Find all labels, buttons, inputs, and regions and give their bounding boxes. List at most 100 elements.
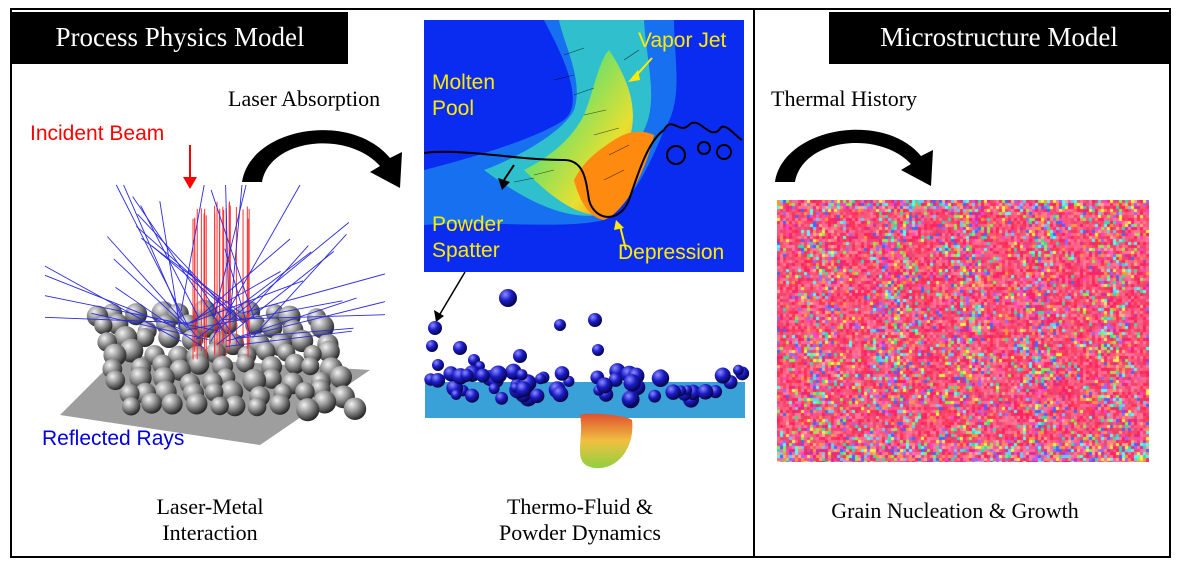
powder-sphere — [236, 354, 255, 373]
powder-sphere — [141, 392, 163, 414]
spatter-particle — [513, 349, 527, 363]
depression-label: Depression — [618, 241, 725, 264]
reflected-ray — [189, 280, 304, 324]
reflected-ray — [44, 274, 183, 331]
spatter-particle — [588, 313, 602, 327]
vapor-jet-label: Vapor Jet — [638, 29, 727, 52]
powder-bed-particle — [450, 389, 462, 401]
powder-spatter-label: Powder Spatter — [432, 212, 503, 264]
reflected-ray — [225, 330, 352, 347]
reflected-ray — [241, 273, 386, 314]
powder-sphere — [343, 397, 367, 421]
powder-sphere — [295, 382, 315, 402]
powder-sphere — [310, 314, 335, 339]
reflected-ray — [236, 297, 357, 339]
spatter-particle — [592, 344, 604, 356]
spatter-particle — [426, 340, 438, 352]
powder-bed-particle — [465, 388, 480, 403]
powder-bed-particle — [623, 374, 641, 392]
powder-sphere — [261, 317, 283, 339]
powder-bed-particle — [665, 384, 681, 400]
reflected-ray — [234, 327, 354, 339]
molten-pool-label-line1: Molten — [432, 71, 496, 94]
spatter-particle — [499, 289, 517, 307]
powder-sphere — [161, 393, 183, 415]
powder-sphere — [94, 316, 113, 335]
reflected-ray — [115, 286, 205, 349]
rays-group — [44, 184, 386, 360]
laser-metal-caption: Laser-Metal Interaction — [110, 494, 310, 546]
powder-sphere — [296, 398, 320, 422]
reflected-ray — [44, 295, 220, 332]
powder-bed-particle — [554, 366, 570, 381]
reflected-ray — [216, 222, 350, 332]
reflected-ray — [224, 248, 252, 337]
powder-sphere — [135, 327, 155, 348]
reflected-ray — [137, 213, 230, 313]
molten-pool-label-line2: Pool — [432, 97, 475, 120]
powder-sphere — [301, 357, 320, 376]
reflected-ray — [229, 184, 243, 320]
thermo-fluid-caption-line1: Thermo-Fluid & — [506, 494, 654, 519]
powder-dynamics-image — [424, 271, 750, 469]
microstructure-grain-map — [777, 200, 1149, 462]
microstructure-header: Microstructure Model — [829, 12, 1169, 64]
reflected-ray — [210, 184, 301, 342]
powder-sphere — [329, 365, 352, 389]
reflected-ray — [187, 300, 343, 331]
reflected-ray — [115, 184, 189, 327]
reflected-ray — [113, 258, 188, 329]
powder-bed-particle — [733, 364, 744, 376]
powder-sphere — [121, 397, 141, 416]
powder-bed-particle — [529, 388, 545, 404]
powder-sphere — [105, 370, 126, 391]
laser-metal-caption-line2: Interaction — [162, 520, 258, 545]
powder-spheres — [86, 299, 367, 422]
powder-sphere — [185, 392, 208, 415]
powder-bed-particle — [697, 383, 714, 400]
reflected-ray — [180, 184, 205, 312]
molten-pool-label: Molten Pool — [432, 70, 495, 122]
powder-spatter-label-line1: Powder — [432, 213, 504, 236]
spatter-particle — [432, 359, 444, 371]
reflected-ray — [191, 238, 291, 324]
powder-sphere — [317, 340, 340, 363]
powder-bed-particle — [489, 365, 508, 384]
powder-spatter-label-line2: Spatter — [432, 239, 500, 262]
powder-sphere — [261, 368, 282, 389]
powder-sphere — [224, 395, 246, 417]
thermo-fluid-caption-line2: Powder Dynamics — [499, 520, 661, 545]
powder-bed-particle — [460, 368, 474, 382]
laser-metal-scene — [44, 184, 386, 445]
laser-metal-caption-line1: Laser-Metal — [156, 494, 264, 519]
reflected-ray — [151, 245, 245, 324]
reflected-ray — [135, 225, 243, 321]
spatter-particle — [453, 341, 467, 355]
reflected-ray — [226, 301, 386, 342]
powder-bed-particle — [516, 369, 528, 381]
thermal-history-label: Thermal History — [771, 86, 918, 111]
reflected-ray — [252, 233, 347, 338]
powder-bed-particle — [535, 373, 547, 385]
powder-sphere — [269, 394, 291, 415]
powder-bed-particle — [714, 367, 731, 384]
powder-bed-particle — [475, 368, 490, 383]
spatter-particle — [428, 321, 442, 335]
powder-bed-particle — [495, 391, 509, 405]
reflected-ray — [123, 184, 182, 318]
thermo-fluid-caption: Thermo-Fluid & Powder Dynamics — [470, 494, 690, 546]
powder-sphere — [222, 333, 245, 356]
powder-bed-particle — [430, 373, 446, 388]
laser-absorption-arrow — [242, 130, 402, 188]
reflected-ray — [225, 184, 230, 315]
thermal-history-arrow — [775, 129, 933, 186]
powder-sphere — [247, 397, 267, 417]
reflected-ray — [44, 265, 182, 342]
reflected-ray — [216, 251, 335, 345]
reflected-ray — [187, 269, 241, 346]
reflected-rays-label: Reflected Rays — [42, 427, 185, 450]
reflected-ray — [106, 236, 200, 340]
laser-absorption-label: Laser Absorption — [228, 86, 381, 111]
reflected-ray — [44, 316, 191, 324]
powder-bed-particle — [488, 383, 500, 395]
